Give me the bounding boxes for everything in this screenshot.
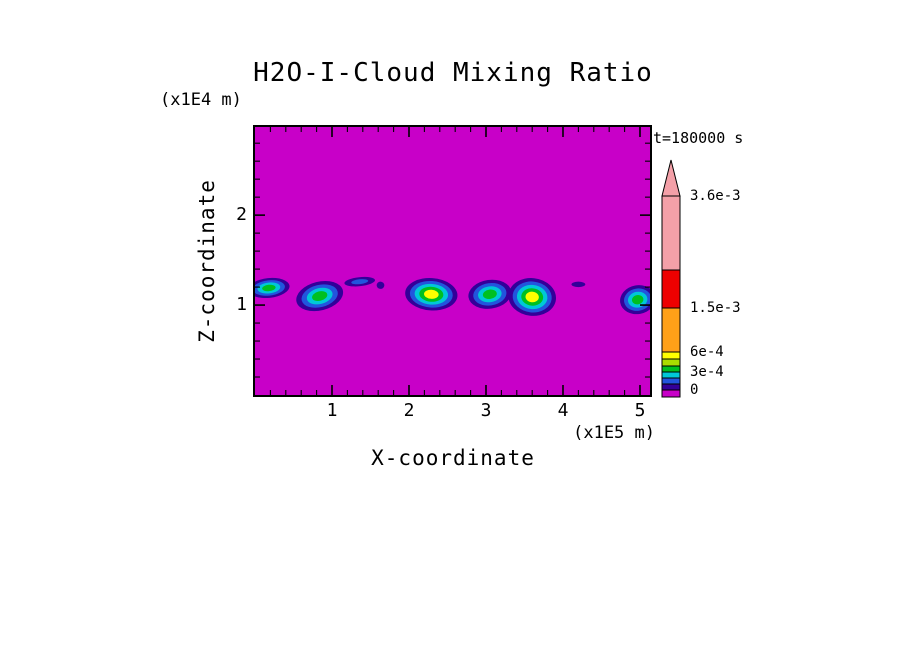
colorbar-level-label: 0: [690, 382, 699, 398]
colorbar-overflow-arrow-icon: [661, 159, 681, 197]
colorbar-level-label: 3.6e-3: [690, 188, 741, 204]
y-axis-title: Z-coordinate: [195, 179, 219, 343]
colorbar-segment: [661, 358, 681, 367]
cloud-feature: [468, 279, 512, 309]
colorbar-segment: [661, 389, 681, 398]
colorbar-segment: [661, 351, 681, 360]
colorbar-level-label: 1.5e-3: [690, 300, 741, 316]
time-annotation: t=180000 s: [653, 129, 744, 147]
cloud-feature: [255, 277, 290, 299]
x-tick-label: 4: [557, 400, 569, 421]
colorbar-segment: [661, 307, 681, 353]
cloud-feature: [571, 281, 586, 288]
z-tick-label: 1: [236, 294, 247, 316]
colorbar-segment: [661, 269, 681, 309]
x-tick-label: 3: [480, 400, 492, 421]
plot-area: [253, 125, 652, 397]
contour-plot-svg: [255, 127, 650, 395]
colorbar-segment: [661, 195, 681, 271]
colorbar-segment: [661, 377, 681, 385]
cloud-feature: [296, 280, 344, 312]
y-axis-unit-label: (x1E4 m): [160, 90, 242, 110]
colorbar-segment: [661, 371, 681, 379]
colorbar-level-label: 6e-4: [690, 344, 724, 360]
colorbar-level-label: 3e-4: [690, 364, 724, 380]
cloud-feature: [508, 278, 557, 316]
chart-title: H2O-I-Cloud Mixing Ratio: [253, 58, 653, 88]
x-axis-unit-label: (x1E5 m): [573, 423, 655, 443]
cloud-feature: [620, 285, 650, 315]
cloud-feature: [405, 278, 458, 311]
z-tick-label: 2: [236, 204, 247, 226]
x-tick-label: 1: [326, 400, 338, 421]
colorbar-segment: [661, 383, 681, 391]
cloud-feature: [376, 281, 385, 289]
colorbar: [661, 159, 681, 398]
x-axis-title: X-coordinate: [371, 446, 535, 470]
x-tick-label: 5: [634, 400, 646, 421]
x-tick-label: 2: [403, 400, 415, 421]
colorbar-segment: [661, 365, 681, 373]
cloud-feature: [344, 276, 376, 287]
